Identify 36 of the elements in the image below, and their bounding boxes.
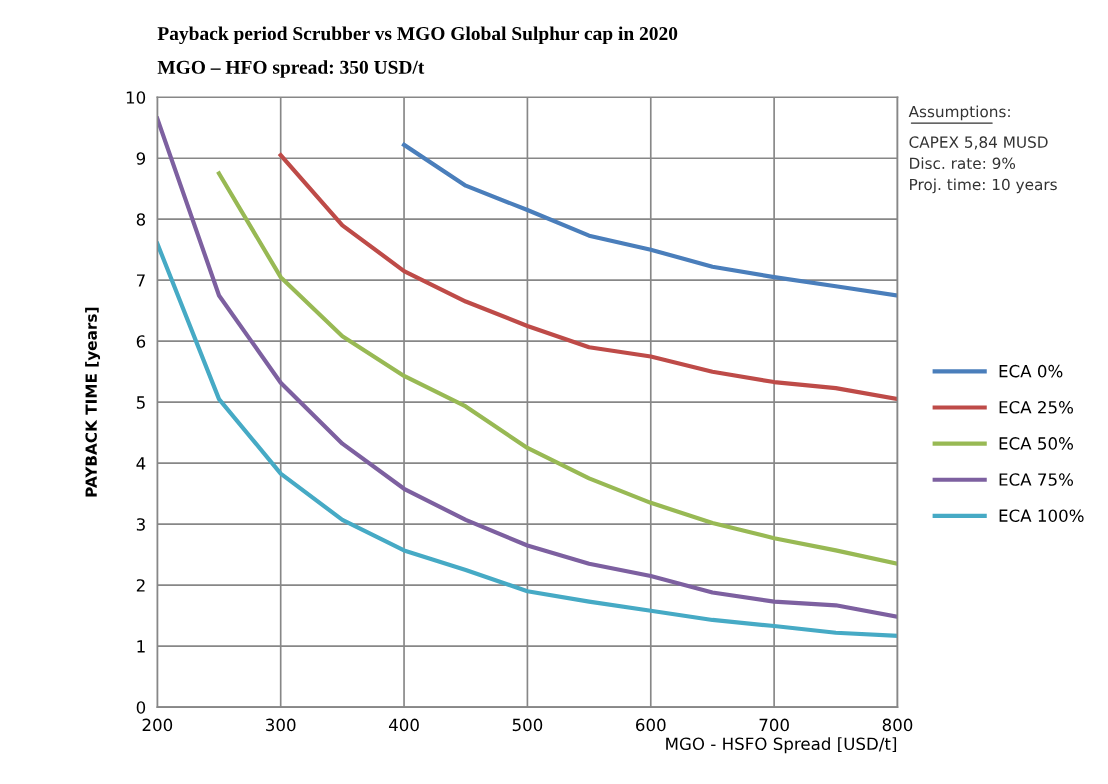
legend-label: ECA 50%	[999, 437, 1074, 450]
y-tick-label: 9	[136, 152, 146, 165]
x-tick-label: 500	[512, 718, 543, 732]
chart-title: Payback period Scrubber vs MGO Global Sulphur cap in 2020	[157, 26, 678, 45]
x-tick-label: 200	[142, 718, 173, 732]
legend-label: ECA 0%	[999, 364, 1063, 378]
legend-label: ECA 75%	[999, 473, 1074, 486]
line-series	[157, 116, 898, 619]
y-tick-label: 8	[136, 213, 146, 226]
y-tick-label: 1	[137, 640, 145, 653]
text: Proj. time: 10 years	[910, 178, 1057, 194]
legend-label: ECA 100%	[999, 509, 1084, 522]
chart-subtitle: MGO – HFO spread: 350 USD/t	[157, 60, 425, 78]
text: Disc. rate: 9%	[910, 157, 1016, 170]
y-tick-label: 2	[136, 579, 145, 592]
x-tick-label: 600	[636, 718, 666, 732]
y-tick-label: 4	[136, 457, 146, 470]
y-tick-label: 10	[126, 91, 146, 104]
y-tick-label: 0	[136, 701, 146, 714]
y-tick-label: 7	[136, 274, 145, 287]
line-series	[216, 171, 898, 566]
line-series	[157, 241, 898, 638]
x-tick-label: 300	[266, 718, 296, 732]
x-axis-title: MGO - HSFO Spread [USD/t]	[666, 737, 897, 754]
y-tick-label: 5	[136, 396, 145, 409]
y-axis-title: PAYBACK TIME [years]	[85, 307, 101, 497]
x-tick-label: 700	[759, 718, 789, 732]
text: Assumptions:	[908, 105, 1010, 121]
legend-label: ECA 25%	[999, 400, 1074, 414]
x-tick-label: 400	[388, 718, 419, 732]
y-tick-label: 6	[136, 335, 146, 348]
line-series	[401, 142, 898, 298]
y-tick-label: 3	[136, 518, 145, 531]
line-series	[278, 153, 898, 402]
x-tick-label: 800	[882, 718, 913, 732]
text: CAPEX 5,84 MUSD	[909, 136, 1048, 150]
